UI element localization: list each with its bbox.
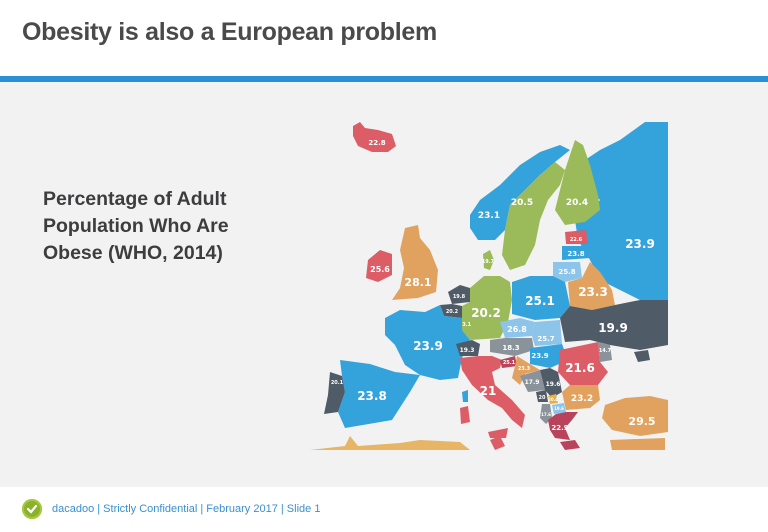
label-italy: 21 xyxy=(480,384,497,398)
label-bosnia: 17.9 xyxy=(525,379,540,386)
region-france xyxy=(385,305,470,380)
label-albania: 17.6 xyxy=(541,412,551,417)
label-switzerland: 19.3 xyxy=(460,347,475,354)
label-romania: 21.6 xyxy=(565,361,595,375)
region-spain xyxy=(338,360,420,428)
label-spain: 23.8 xyxy=(357,389,387,403)
region-crete xyxy=(560,440,580,450)
label-austria: 18.3 xyxy=(502,344,519,352)
region-russia xyxy=(570,122,668,300)
label-belarus: 23.3 xyxy=(578,285,608,299)
label-serbia: 19.6 xyxy=(546,381,561,388)
label-germany: 20.2 xyxy=(471,306,501,320)
label-poland: 25.1 xyxy=(525,294,555,308)
label-russia: 23.9 xyxy=(625,237,655,251)
label-france: 23.9 xyxy=(413,339,443,353)
region-iceland xyxy=(353,122,396,152)
region-belgium xyxy=(440,304,462,318)
region-poland xyxy=(512,276,570,320)
label-czech: 26.8 xyxy=(507,325,527,334)
label-turkey: 29.5 xyxy=(628,415,655,428)
europe-obesity-map: 22.8 23.9 23.1 20.5 20.4 22.6 23.8 25.8 … xyxy=(310,122,668,450)
region-slovenia xyxy=(500,356,517,368)
label-lithuania: 25.8 xyxy=(558,268,575,276)
region-finland xyxy=(555,140,600,225)
region-middle-east xyxy=(610,438,665,450)
label-slovenia: 25.1 xyxy=(503,360,516,366)
slide-title: Obesity is also a European problem xyxy=(22,18,437,46)
label-montenegro: 20 xyxy=(539,395,546,401)
region-ireland xyxy=(366,250,392,282)
region-norway xyxy=(470,145,570,240)
label-ireland: 25.6 xyxy=(370,265,390,274)
slide-header: Obesity is also a European problem xyxy=(0,0,768,76)
region-italy xyxy=(460,356,525,428)
header-accent-bar xyxy=(0,76,768,82)
region-germany xyxy=(462,276,512,340)
label-slovakia: 25.7 xyxy=(537,335,554,343)
footer-text: dacadoo | Strictly Confidential | Februa… xyxy=(52,503,321,515)
region-ukraine xyxy=(560,300,668,350)
region-hungary xyxy=(530,344,568,368)
region-bosnia xyxy=(520,370,545,392)
region-north-africa xyxy=(310,436,470,450)
region-albania xyxy=(540,404,552,424)
region-greece xyxy=(548,412,578,440)
region-kosovo xyxy=(548,394,558,404)
label-luxembourg: 23.1 xyxy=(459,322,472,328)
label-netherlands: 19.8 xyxy=(453,294,466,300)
region-estonia xyxy=(565,230,588,244)
label-uk: 28.1 xyxy=(404,276,431,289)
label-bulgaria: 23.2 xyxy=(571,394,593,404)
region-denmark xyxy=(483,250,494,270)
label-iceland: 22.8 xyxy=(368,139,385,147)
label-denmark: 19.7 xyxy=(482,259,495,265)
region-uk xyxy=(392,225,438,300)
region-bulgaria xyxy=(562,385,600,410)
chart-title-line-2: Population Who Are xyxy=(43,215,229,237)
label-latvia: 23.8 xyxy=(567,250,584,258)
chart-title-line-1: Percentage of Adult xyxy=(43,188,227,210)
label-portugal: 20.1 xyxy=(331,380,344,386)
region-tunisia xyxy=(490,436,505,450)
region-austria xyxy=(490,338,534,356)
region-sweden xyxy=(502,162,565,270)
region-romania xyxy=(558,342,608,385)
region-crimea xyxy=(634,350,650,362)
region-switzerland xyxy=(456,340,480,356)
label-greece: 22.9 xyxy=(551,424,568,432)
region-netherlands xyxy=(448,285,470,304)
region-belarus xyxy=(568,262,615,310)
region-latvia xyxy=(562,246,590,260)
label-belgium: 20.2 xyxy=(446,309,459,315)
label-croatia: 23.3 xyxy=(518,366,531,372)
dacadoo-logo-icon xyxy=(22,499,42,519)
chart-title: Percentage of Adult Population Who Are O… xyxy=(43,186,303,267)
region-czech xyxy=(500,318,535,338)
label-norway: 23.1 xyxy=(478,211,500,221)
region-lithuania xyxy=(553,262,582,282)
region-croatia xyxy=(512,356,540,385)
region-sardinia xyxy=(460,406,470,424)
label-finland: 20.4 xyxy=(566,198,588,208)
region-slovakia xyxy=(532,320,562,346)
region-portugal xyxy=(324,372,345,414)
label-ukraine: 19.9 xyxy=(598,321,628,335)
label-macedonia: 19.6 xyxy=(554,406,564,411)
region-turkey xyxy=(602,396,668,436)
slide-footer xyxy=(0,487,768,532)
label-kosovo: 20.4 xyxy=(548,397,558,402)
region-montenegro xyxy=(536,390,548,402)
label-hungary: 23.9 xyxy=(531,352,548,360)
label-moldova: 14.7 xyxy=(599,348,612,354)
label-sweden: 20.5 xyxy=(511,198,533,208)
region-moldova xyxy=(598,342,612,362)
region-sicily xyxy=(488,428,508,438)
chart-title-line-3: Obese (WHO, 2014) xyxy=(43,242,223,264)
region-macedonia xyxy=(552,403,566,414)
label-estonia: 22.6 xyxy=(570,237,583,243)
region-corsica xyxy=(462,390,468,402)
